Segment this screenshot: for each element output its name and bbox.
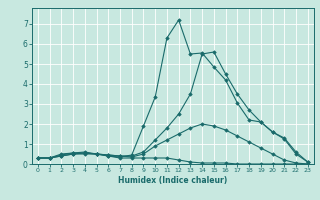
X-axis label: Humidex (Indice chaleur): Humidex (Indice chaleur) [118, 176, 228, 185]
